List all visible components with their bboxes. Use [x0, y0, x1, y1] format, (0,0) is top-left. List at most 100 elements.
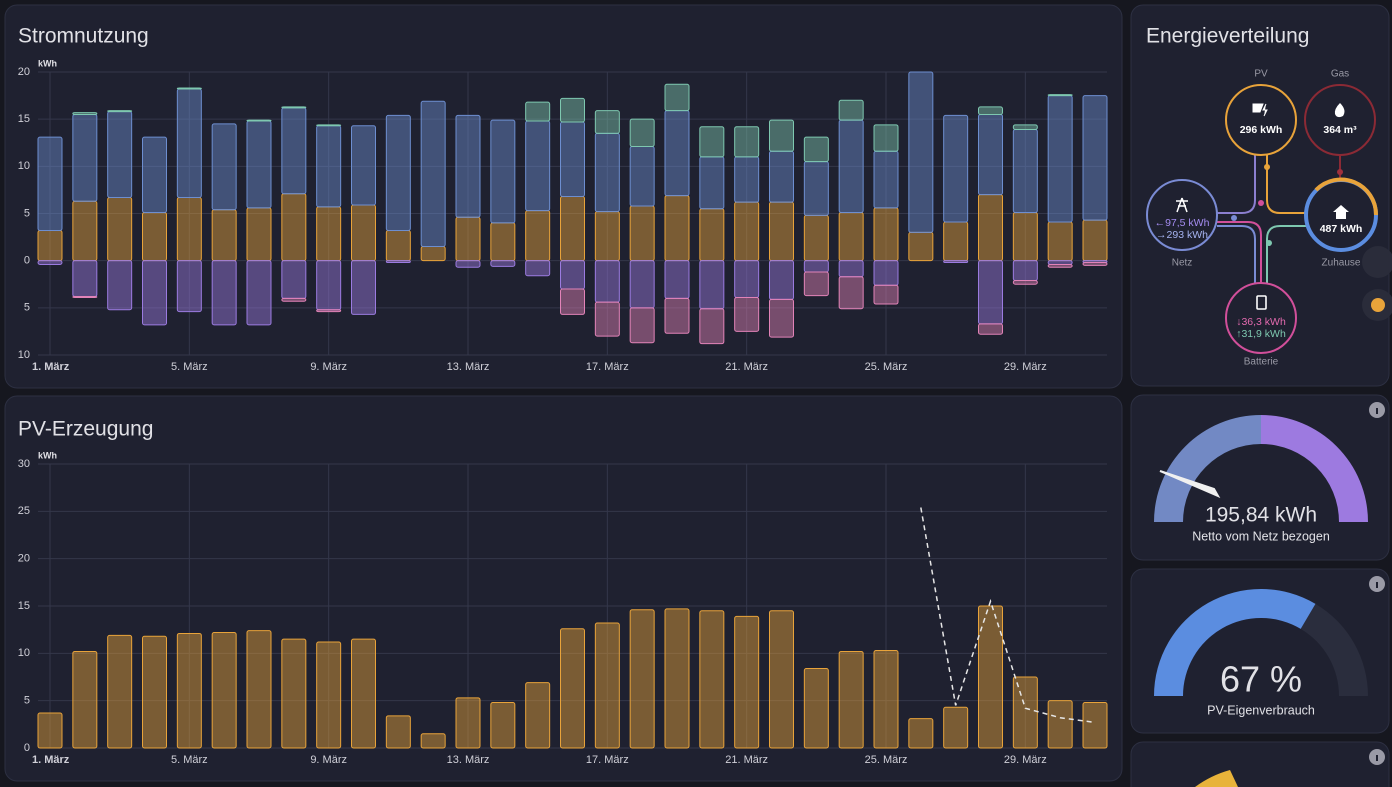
bar: [1012, 212, 1038, 262]
bar: [1012, 124, 1038, 131]
bar: [142, 260, 167, 326]
bar: [37, 260, 63, 265]
node-value: ↓36,3 kWh: [1236, 316, 1286, 328]
card: [4, 395, 1123, 782]
bar: [1047, 700, 1073, 749]
bar: [664, 608, 690, 749]
bar: [629, 307, 655, 344]
bar: [246, 260, 272, 326]
x-tick-label: 17. März: [586, 361, 629, 373]
bar: [246, 207, 272, 262]
bar: [107, 110, 133, 113]
bar: [978, 113, 1003, 196]
x-tick-label: 17. März: [586, 754, 629, 766]
bar: [316, 260, 342, 311]
y-tick-label: 0: [24, 742, 30, 754]
x-tick-label: 29. März: [1004, 754, 1047, 766]
bar: [176, 87, 202, 90]
bar: [838, 650, 864, 749]
node-value: 296 kWh: [1240, 124, 1283, 136]
bar: [420, 246, 446, 262]
bar: [734, 126, 760, 158]
bar: [351, 260, 376, 315]
node-value: 487 kWh: [1320, 223, 1363, 235]
bar: [37, 229, 63, 262]
x-tick-label: 5. März: [171, 754, 208, 766]
bar: [142, 136, 167, 214]
grid-node[interactable]: [1146, 179, 1218, 251]
bar: [1082, 262, 1108, 266]
bar: [1012, 129, 1038, 214]
x-tick-label: 9. März: [310, 361, 347, 373]
bar: [211, 260, 237, 326]
battery-icon: [1256, 295, 1267, 310]
bar: [769, 298, 794, 338]
bar: [838, 99, 864, 121]
bar: [664, 83, 690, 112]
bar: [281, 193, 307, 262]
y-tick-label: 5: [24, 302, 30, 314]
bar: [803, 271, 829, 297]
bar: [978, 260, 1003, 325]
bar: [594, 301, 620, 337]
bar: [1082, 219, 1108, 262]
bar: [629, 146, 655, 207]
gauge-fill: [1154, 589, 1316, 696]
gas-node[interactable]: [1304, 84, 1376, 156]
bar: [281, 107, 307, 195]
bar: [629, 205, 655, 262]
bar: [664, 297, 690, 334]
bar: [1047, 94, 1073, 97]
battery-node[interactable]: [1225, 282, 1297, 354]
bar: [176, 88, 202, 198]
bar: [72, 260, 98, 298]
bar: [664, 110, 690, 197]
pv-node[interactable]: [1225, 84, 1297, 156]
bar: [281, 106, 307, 109]
bar: [699, 308, 725, 345]
bar: [699, 126, 725, 158]
chart-title: Stromnutzung: [18, 25, 149, 48]
bar: [107, 196, 133, 262]
bar: [699, 260, 725, 310]
bar: [594, 132, 620, 213]
bar: [490, 119, 516, 224]
y-tick-label: 10: [18, 647, 30, 659]
flows: [1217, 155, 1341, 283]
bar: [943, 260, 969, 264]
bar: [803, 667, 829, 749]
bar: [769, 201, 794, 262]
node-label: Batterie: [1244, 357, 1279, 368]
bar: [1012, 676, 1038, 749]
x-tick-label: 29. März: [1004, 361, 1047, 373]
side-button[interactable]: [1362, 246, 1392, 278]
bar: [455, 216, 481, 262]
gauge-arc: [1154, 415, 1261, 522]
bar: [734, 201, 760, 262]
bar: [1012, 260, 1038, 281]
bar: [838, 212, 864, 262]
chart-title: PV-Erzeugung: [18, 418, 153, 441]
bar: [629, 609, 655, 749]
node-label: Zuhause: [1322, 258, 1361, 269]
x-tick-label: 21. März: [725, 361, 768, 373]
bar: [1047, 260, 1073, 265]
bar: [211, 123, 237, 211]
x-tick-label: 1. März: [32, 361, 70, 373]
bar: [72, 200, 98, 262]
bar: [1012, 279, 1038, 285]
gauge-value: 195,84 kWh: [1205, 504, 1317, 527]
bar: [560, 97, 585, 123]
bar: [838, 260, 864, 278]
y-tick-label: 5: [24, 695, 30, 707]
bar: [734, 615, 760, 749]
bar: [560, 121, 585, 198]
y-tick-label: 20: [18, 66, 30, 78]
bar: [316, 206, 342, 262]
bar: [1082, 702, 1108, 749]
bar: [72, 112, 98, 115]
home-icon: [1333, 205, 1349, 219]
node-label: Netz: [1172, 258, 1193, 269]
bar: [769, 119, 794, 152]
